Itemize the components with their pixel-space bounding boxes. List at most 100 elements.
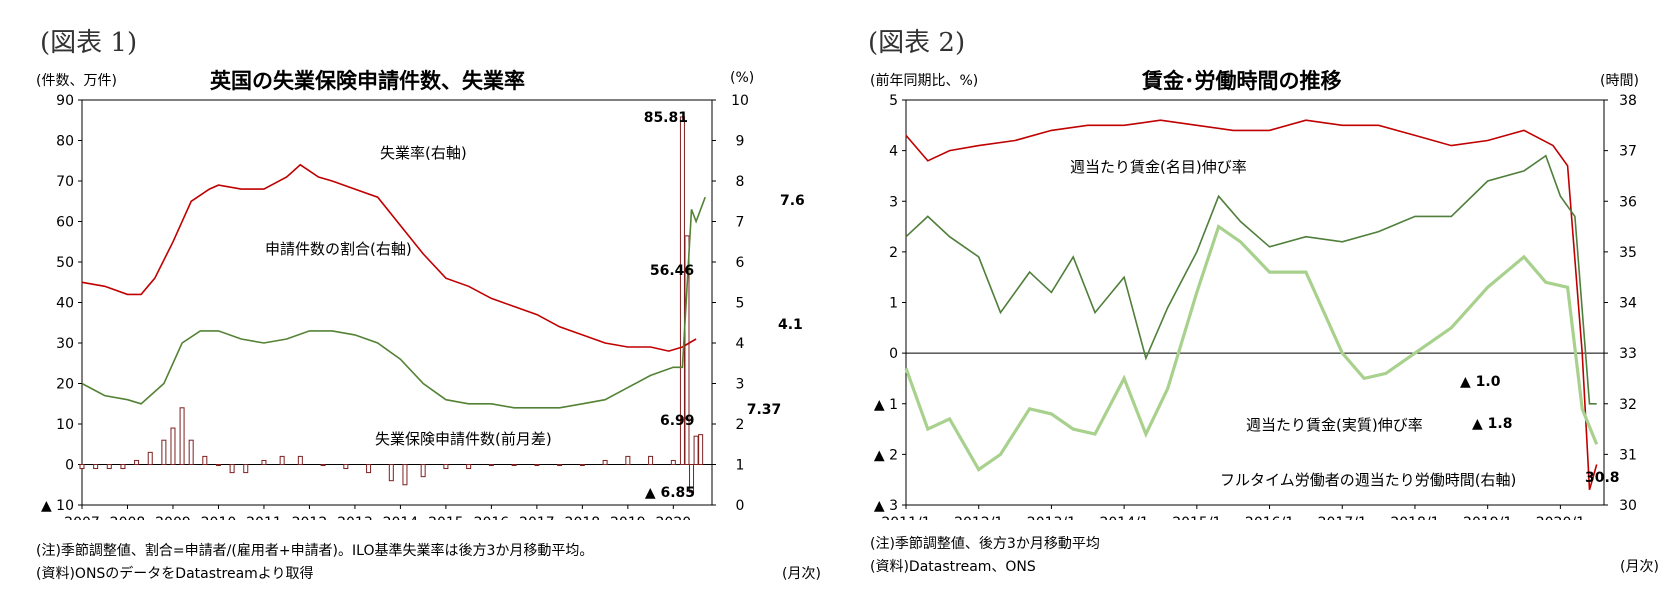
y-tick-label: 5 bbox=[889, 93, 898, 109]
y-tick-label: 1 bbox=[889, 296, 898, 312]
claims-bar bbox=[106, 464, 112, 470]
x-tick-label: 2011 bbox=[246, 515, 282, 520]
claims-bar bbox=[93, 464, 99, 470]
series-label-share: 申請件数の割合(右軸) bbox=[265, 240, 412, 258]
claims-bar bbox=[388, 464, 394, 482]
y-tick-label: 80 bbox=[56, 134, 74, 150]
plot-frame bbox=[905, 99, 1605, 506]
x-tick-label: 2008 bbox=[110, 515, 146, 520]
annotation-value: 85.81 bbox=[644, 110, 688, 126]
frequency-label: (月次) bbox=[782, 566, 821, 582]
claims-bar bbox=[648, 455, 654, 465]
x-tick-label: 2018 bbox=[565, 515, 601, 520]
x-tick-label: 2012 bbox=[292, 515, 328, 520]
right-axis-unit: (時間) bbox=[1600, 73, 1639, 89]
x-tick-label: 2012/1 bbox=[954, 515, 1003, 520]
y-tick-label: 30 bbox=[56, 336, 74, 352]
claims-bar bbox=[170, 427, 176, 465]
y2-tick-label: 36 bbox=[1619, 194, 1637, 210]
claims-bar bbox=[229, 464, 235, 474]
y2-tick-label: 1 bbox=[736, 458, 745, 474]
y-tick-label: 3 bbox=[889, 194, 898, 210]
claims-bar bbox=[689, 464, 695, 493]
y-tick-label: ▲ 10 bbox=[41, 498, 74, 514]
y2-tick-label: 5 bbox=[736, 296, 745, 312]
y2-tick-label: 32 bbox=[1619, 397, 1637, 413]
annotation-value: ▲ 1.0 bbox=[1460, 374, 1501, 390]
y2-tick-label: 10 bbox=[731, 93, 749, 109]
claims-bar bbox=[534, 464, 540, 466]
x-tick-label: 2014 bbox=[383, 515, 419, 520]
y2-tick-label: 2 bbox=[736, 417, 745, 433]
claims-bar bbox=[79, 464, 85, 470]
y-tick-label: 10 bbox=[56, 417, 74, 433]
x-tick-label: 2009 bbox=[155, 515, 191, 520]
y-tick-label: 70 bbox=[56, 174, 74, 190]
y2-tick-label: 4 bbox=[736, 336, 745, 352]
series-label-hours: フルタイム労働者の週当たり労働時間(右軸) bbox=[1220, 471, 1516, 489]
claims-bar bbox=[625, 455, 631, 465]
claims-bar bbox=[670, 459, 676, 466]
figure-label: (図表 2) bbox=[868, 28, 966, 58]
y2-tick-label: 0 bbox=[736, 498, 745, 514]
y2-tick-label: 34 bbox=[1619, 296, 1637, 312]
claims-bar bbox=[147, 451, 153, 466]
figure-label: (図表 1) bbox=[40, 28, 138, 58]
claims-bar bbox=[161, 439, 167, 466]
y-tick-label: 40 bbox=[56, 296, 74, 312]
claims-bar bbox=[120, 464, 126, 470]
y2-tick-label: 8 bbox=[736, 174, 745, 190]
left-axis-unit: (前年同期比、%) bbox=[870, 73, 979, 89]
annotation-value: 7.6 bbox=[780, 193, 805, 209]
claims-bar bbox=[261, 459, 267, 466]
unemployment-rate-line bbox=[81, 163, 697, 352]
source-line: (資料)Datastream、ONS bbox=[870, 559, 1036, 575]
hours-line bbox=[905, 119, 1598, 491]
note-line: (注)季節調整値、後方3か月移動平均 bbox=[870, 536, 1100, 552]
annotation-value: 4.1 bbox=[778, 317, 803, 333]
x-tick-label: 2014/1 bbox=[1099, 515, 1148, 520]
claims-bar bbox=[179, 407, 185, 465]
y2-tick-label: 3 bbox=[736, 377, 745, 393]
series-label-claims: 失業保険申請件数(前月差) bbox=[375, 430, 552, 448]
annotation-value: ▲ 6.85 bbox=[645, 485, 695, 501]
y2-tick-label: 35 bbox=[1619, 245, 1637, 261]
y-tick-label: 20 bbox=[56, 377, 74, 393]
claims-bar bbox=[215, 464, 221, 466]
claims-bar bbox=[343, 464, 349, 470]
figure-2: (図表 2) 賃金･労働時間の推移 (前年同期比、%) (時間) 5 4 3 2 1 0 ▲… bbox=[860, 0, 1679, 604]
chart-title: 英国の失業保険申請件数、失業率 bbox=[210, 69, 525, 93]
x-tick-label: 2017 bbox=[519, 515, 555, 520]
note-line: (注)季節調整値、割合=申請者/(雇用者+申請者)。ILO基準失業率は後方3か月… bbox=[36, 543, 594, 559]
right-axis-unit: (%) bbox=[730, 70, 755, 86]
x-tick-label: 2016 bbox=[474, 515, 510, 520]
claims-bar bbox=[188, 439, 194, 466]
series-label-unemployment: 失業率(右軸) bbox=[380, 144, 467, 162]
claims-bar bbox=[134, 459, 140, 466]
x-tick-label: 2018/1 bbox=[1390, 515, 1439, 520]
claims-bar bbox=[679, 116, 685, 465]
real-wage-line bbox=[904, 224, 1599, 472]
series-label-real: 週当たり賃金(実質)伸び率 bbox=[1246, 416, 1423, 434]
claims-bar bbox=[488, 464, 494, 466]
x-tick-label: 2015/1 bbox=[1172, 515, 1221, 520]
annotation-value: 7.37 bbox=[747, 402, 782, 418]
y-tick-label: 0 bbox=[65, 458, 74, 474]
x-tick-label: 2020 bbox=[656, 515, 692, 520]
claims-bar bbox=[443, 464, 449, 470]
y-tick-label: 90 bbox=[56, 93, 74, 109]
x-tick-label: 2019 bbox=[610, 515, 646, 520]
claims-bar bbox=[366, 464, 372, 474]
y-tick-label: ▲ 3 bbox=[874, 498, 898, 514]
figure-1: (図表 1) 英国の失業保険申請件数、失業率 (件数、万件) (%) 90 80 7… bbox=[36, 28, 821, 582]
y2-tick-label: 9 bbox=[736, 134, 745, 150]
x-tick-label: 2020/1 bbox=[1536, 515, 1585, 520]
claims-bar bbox=[320, 464, 326, 466]
y2-tick-label: 30 bbox=[1619, 498, 1637, 514]
y2-tick-label: 37 bbox=[1619, 144, 1637, 160]
claimant-share-line bbox=[81, 196, 706, 409]
source-line: (資料)ONSのデータをDatastreamより取得 bbox=[36, 566, 314, 582]
y2-tick-label: 33 bbox=[1619, 346, 1637, 362]
